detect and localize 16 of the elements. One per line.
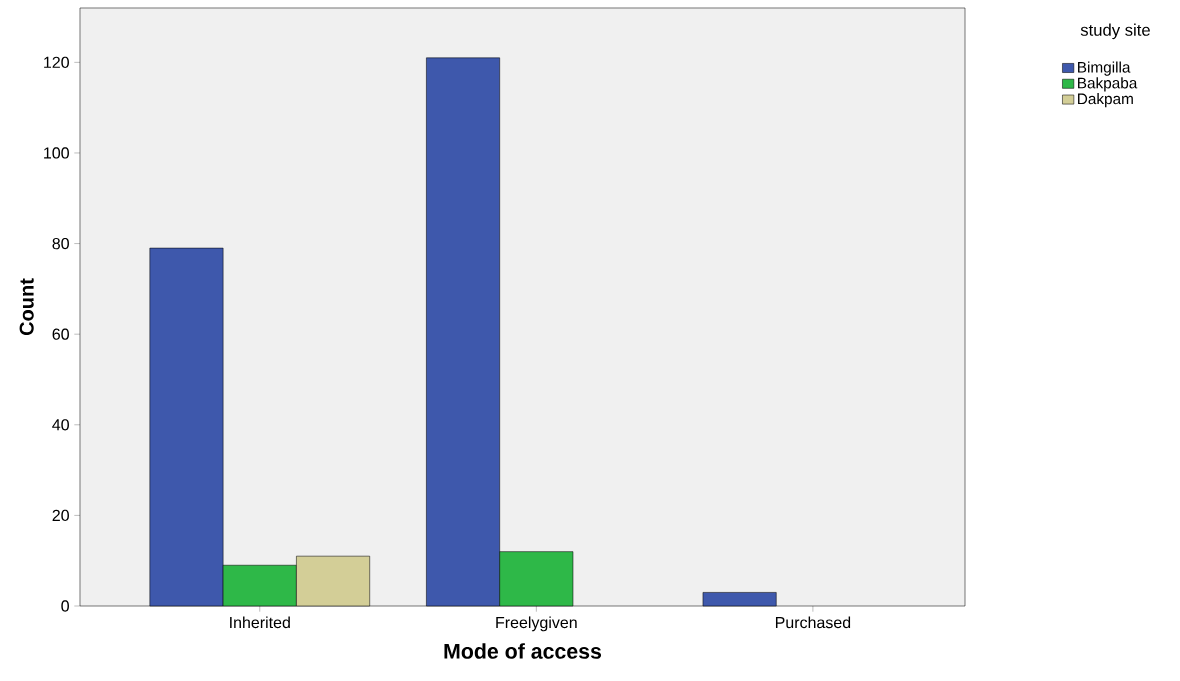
y-tick-label: 100 <box>44 147 69 159</box>
x-tick-label: Purchased <box>775 616 851 629</box>
legend-label: Dakpam <box>1078 92 1133 108</box>
y-tick-label: 40 <box>52 419 69 431</box>
legend-label: Bakpaba <box>1078 77 1138 92</box>
legend-title: study site <box>1080 23 1150 40</box>
x-axis-title: Mode of access <box>444 643 602 659</box>
x-tick-label: Freelygiven <box>496 616 577 632</box>
y-tick-label: 20 <box>52 509 69 522</box>
y-axis-title: Count <box>19 278 34 336</box>
legend-label: Bimgilla <box>1078 61 1131 76</box>
y-tick-label: 120 <box>44 56 69 69</box>
y-tick-label: 60 <box>52 328 69 340</box>
x-tick-label: Inherited <box>230 616 290 629</box>
y-tick-label: 80 <box>52 237 69 250</box>
y-tick-label: 0 <box>61 600 69 612</box>
